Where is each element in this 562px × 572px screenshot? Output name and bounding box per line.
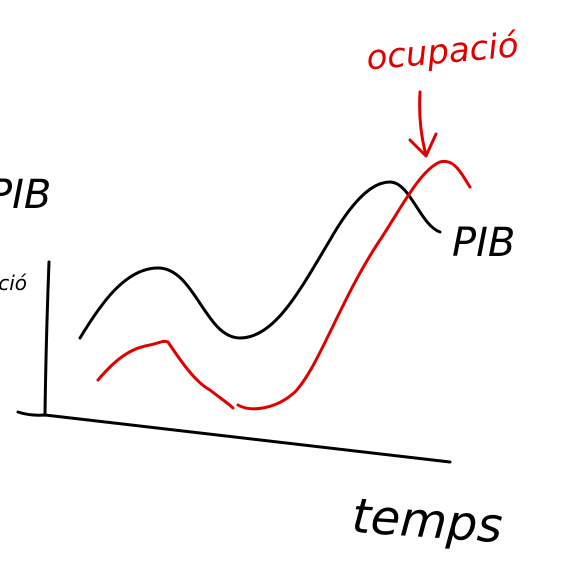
- arrow: [408, 90, 438, 158]
- ocupacio-curve-a: [96, 339, 235, 410]
- pib-curve: [78, 180, 442, 340]
- ocupacio-curve-b: [236, 159, 472, 411]
- x-axis: [16, 410, 452, 464]
- pib-label: PIB: [452, 220, 515, 266]
- y-axis-title: PIB: [0, 172, 51, 218]
- y-axis: [43, 260, 51, 416]
- y-axis-subtitle: ació: [0, 271, 27, 295]
- x-axis-title: temps: [350, 488, 504, 554]
